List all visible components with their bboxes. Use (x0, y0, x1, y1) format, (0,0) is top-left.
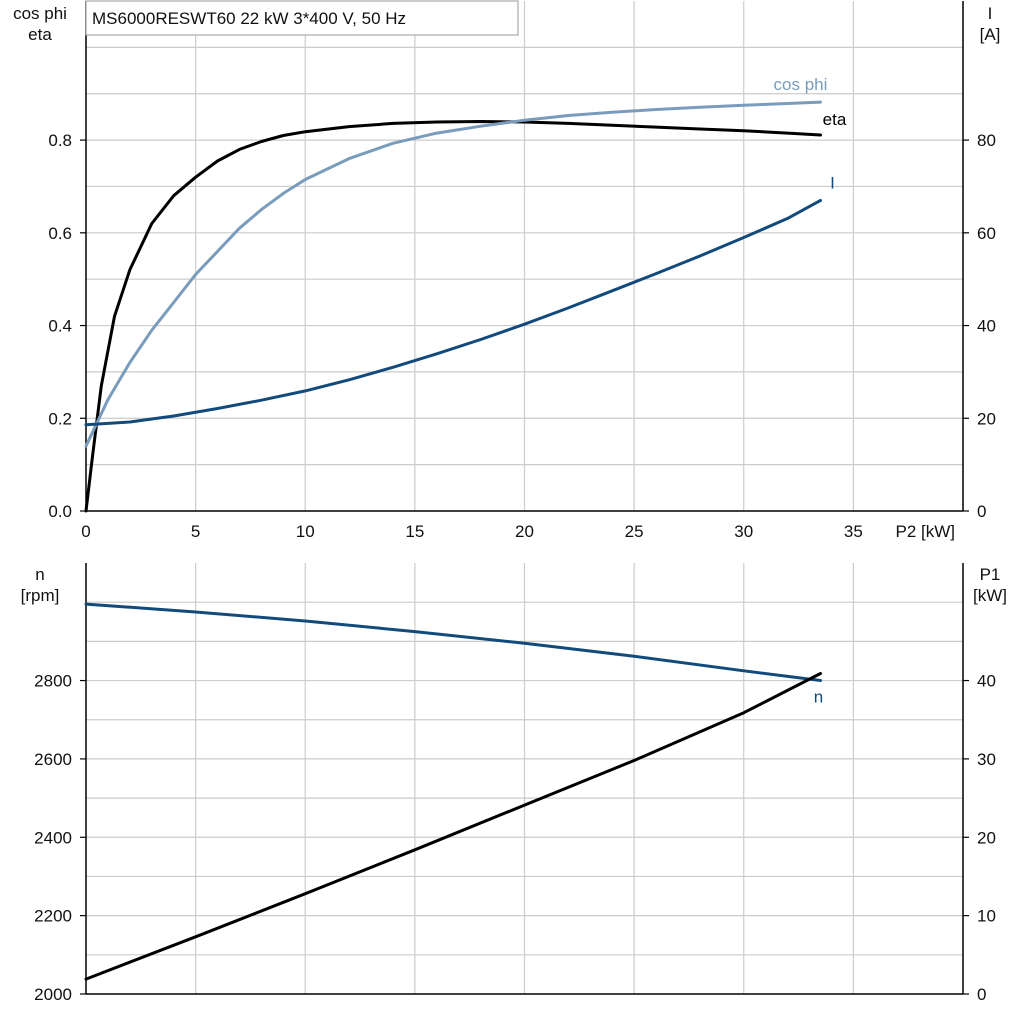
y-tick-label-left: 2000 (34, 985, 72, 1004)
series-line-speed (84, 602, 822, 682)
y-tick-label-right: 20 (977, 828, 996, 847)
chart-title-group: MS6000RESWT60 22 kW 3*400 V, 50 Hz (85, 0, 519, 36)
series-label-cos-phi: cos phi (774, 75, 828, 94)
y-tick-label-left: 0.4 (48, 317, 72, 336)
series-labels-layer: eta cos phi In (774, 75, 847, 706)
series-label-current: I (830, 173, 835, 192)
x-axis-label: P2 [kW] (895, 522, 955, 541)
y-tick-label-left: 2200 (34, 907, 72, 926)
series-label-speed: n (814, 688, 823, 707)
chart-title: MS6000RESWT60 22 kW 3*400 V, 50 Hz (92, 9, 406, 28)
x-tick-label: 5 (191, 522, 200, 541)
y-tick-label-right: 80 (977, 131, 996, 150)
x-tick-label: 25 (625, 522, 644, 541)
series-label-eta: eta (823, 110, 847, 129)
y-tick-label-right: 10 (977, 907, 996, 926)
tick-labels-layer: 0.0 0.2 0.4 0.6 0.8 0 20 40 60 80 0 5 10 15 20 25 30 35 P2… (13, 4, 1007, 1004)
y-axis-label-right: I (988, 4, 993, 23)
y-tick-label-left: 0.8 (48, 131, 72, 150)
y-tick-label-left: 0.6 (48, 224, 72, 243)
x-tick-label: 35 (844, 522, 863, 541)
series-line-p1 (84, 672, 822, 981)
y-tick-label-left: 2800 (34, 672, 72, 691)
y-tick-label-right: 30 (977, 750, 996, 769)
x-tick-label: 30 (734, 522, 753, 541)
y-axis-label-left: n (35, 565, 44, 584)
y-axis-label-left: cos phi (13, 4, 67, 23)
y-axis-label-right: P1 (980, 565, 1001, 584)
y-axis-label-right: [A] (980, 25, 1001, 44)
y-tick-label-right: 60 (977, 224, 996, 243)
x-tick-label: 10 (296, 522, 315, 541)
y-tick-label-right: 0 (977, 502, 986, 521)
series-line-eta (84, 120, 822, 513)
x-tick-label: 0 (81, 522, 90, 541)
series-layer (84, 100, 822, 981)
chart-title-box (85, 0, 519, 36)
y-tick-label-right: 40 (977, 317, 996, 336)
series-line-cos-phi (84, 100, 822, 448)
y-tick-label-left: 2400 (34, 828, 72, 847)
y-tick-label-left: 0.0 (48, 502, 72, 521)
y-axis-label-right: [kW] (973, 586, 1007, 605)
y-tick-label-left: 0.2 (48, 409, 72, 428)
x-tick-label: 15 (405, 522, 424, 541)
series-line-current (84, 198, 822, 427)
y-tick-label-right: 20 (977, 409, 996, 428)
y-axis-label-left: eta (28, 25, 52, 44)
y-tick-label-left: 2600 (34, 750, 72, 769)
x-tick-label: 20 (515, 522, 534, 541)
y-tick-label-right: 0 (977, 985, 986, 1004)
y-tick-label-right: 40 (977, 672, 996, 691)
grid-layer (86, 1, 963, 994)
y-axis-label-left: [rpm] (21, 586, 60, 605)
